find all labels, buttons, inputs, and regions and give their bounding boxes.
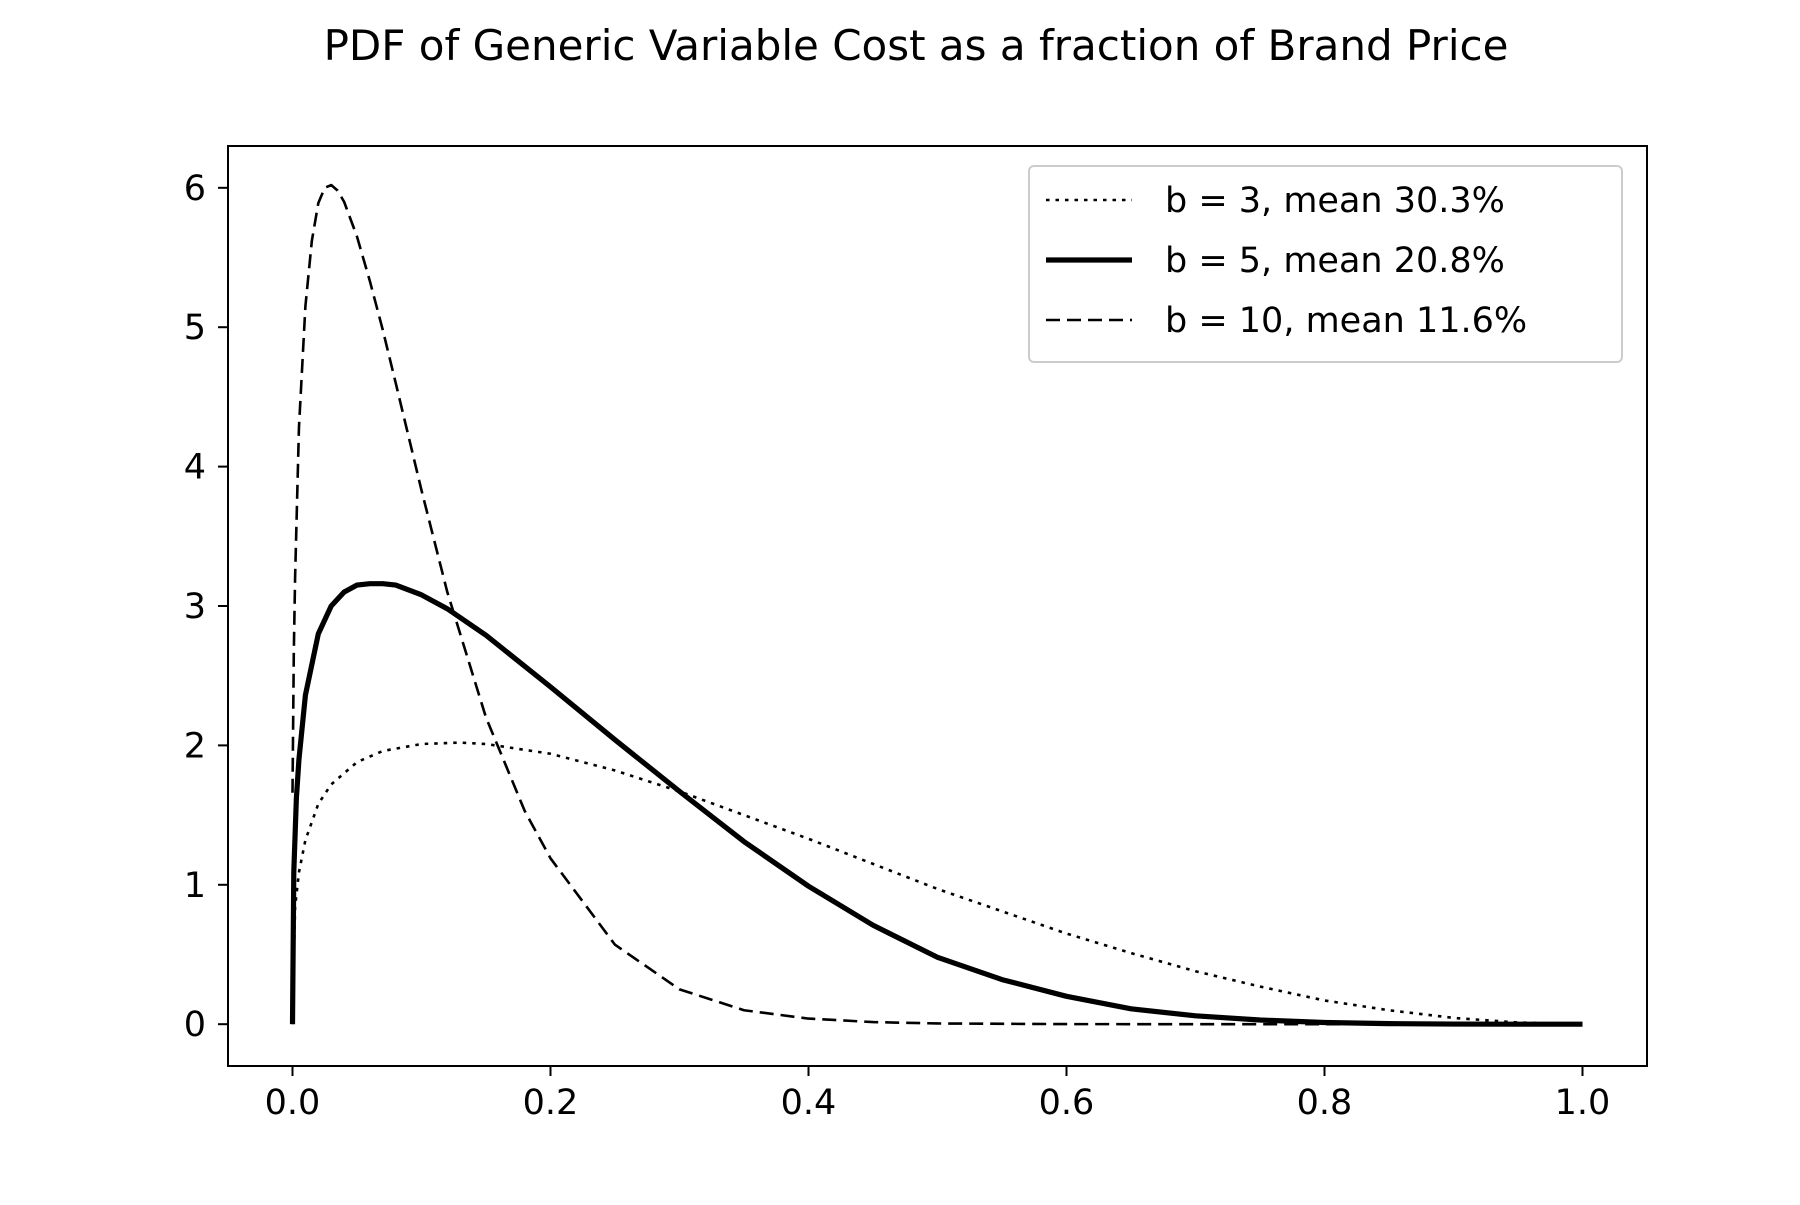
- chart-title: PDF of Generic Variable Cost as a fracti…: [324, 21, 1509, 70]
- x-tick-label: 0.0: [265, 1083, 321, 1123]
- legend-box: [1028, 165, 1623, 363]
- series-line-3: [291, 183, 1583, 1026]
- x-tick-label: 1.0: [1555, 1083, 1611, 1123]
- x-tick-label: 0.6: [1039, 1083, 1095, 1123]
- axes: 0.0 0.2 0.4 0.6 0.8 1.0 0 1 2 3 4 5 6: [184, 145, 1648, 1123]
- y-tick-label: 3: [184, 587, 206, 627]
- x-tick-label: 0.4: [781, 1083, 837, 1123]
- legend-label-3: b = 10, mean 11.6%: [1165, 301, 1527, 341]
- series-line-1: [291, 741, 1583, 1026]
- x-tick-label: 0.8: [1297, 1083, 1353, 1123]
- x-tick-label: 0.2: [523, 1083, 579, 1123]
- legend-label-1: b = 3, mean 30.3%: [1165, 181, 1505, 221]
- series-line-2: [289, 581, 1583, 1027]
- legend-label-2: b = 5, mean 20.8%: [1165, 241, 1505, 281]
- y-tick-label: 5: [184, 308, 206, 348]
- y-tick-label: 2: [184, 726, 206, 766]
- y-tick-label: 0: [184, 1005, 206, 1045]
- y-tick-label: 6: [184, 169, 206, 209]
- y-tick-label: 4: [184, 448, 206, 488]
- y-tick-label: 1: [184, 866, 206, 906]
- plot-area: [289, 183, 1583, 1027]
- legend: b = 3, mean 30.3% b = 5, mean 20.8% b = 10…: [1028, 165, 1623, 363]
